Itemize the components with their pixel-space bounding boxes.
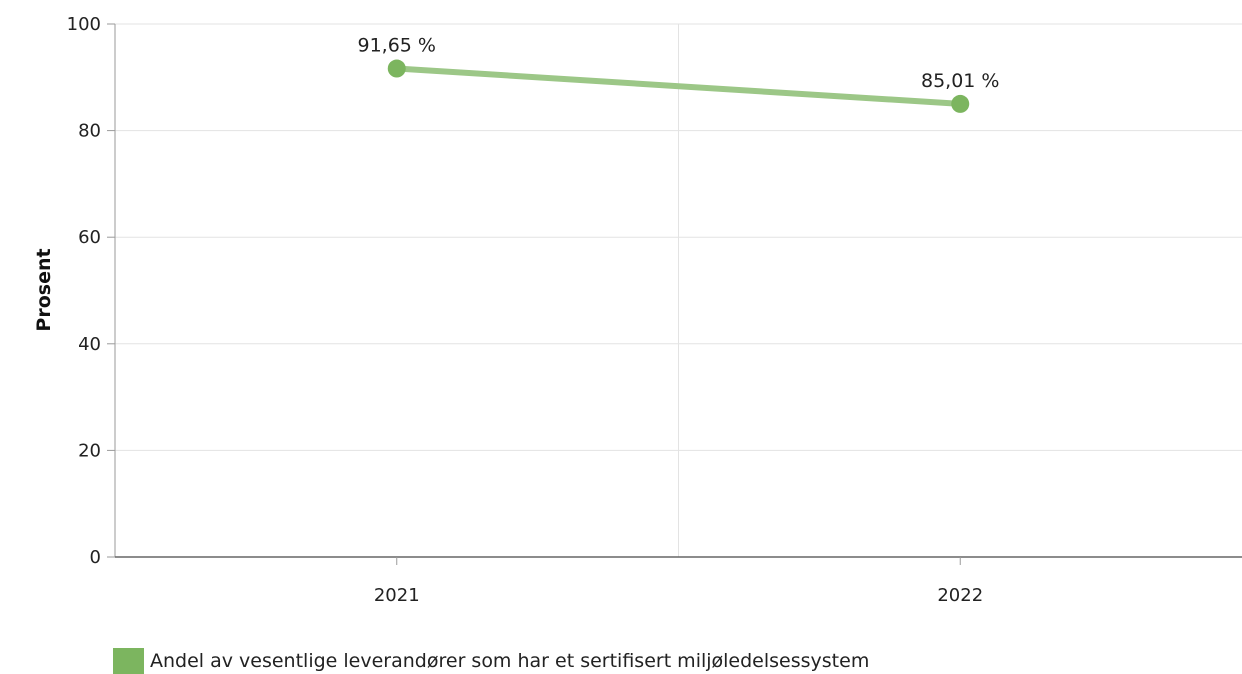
series-layer: 91,65 % 85,01 % — [358, 35, 1000, 113]
legend[interactable]: Andel av vesentlige leverandører som har… — [113, 648, 869, 674]
x-tick-label: 2021 — [374, 585, 420, 606]
y-axis-label: Prosent — [33, 248, 55, 331]
y-axis-ticks: 0 20 40 60 80 100 — [67, 14, 115, 568]
data-point — [951, 94, 970, 113]
x-axis-ticks: 2021 2022 — [374, 557, 983, 606]
y-tick-label: 40 — [78, 334, 101, 355]
y-tick-label: 60 — [78, 227, 101, 248]
grid-lines — [115, 23, 1242, 557]
line-chart: 0 20 40 60 80 100 2021 2022 Prosent 91,65 % 85,… — [33, 14, 1242, 606]
y-tick-label: 100 — [67, 14, 101, 35]
legend-label: Andel av vesentlige leverandører som har… — [150, 650, 870, 672]
series-line — [393, 65, 964, 107]
y-tick-label: 0 — [90, 547, 101, 568]
y-tick-label: 80 — [78, 121, 101, 142]
data-label: 85,01 % — [921, 70, 1000, 92]
x-tick-label: 2022 — [937, 585, 983, 606]
y-tick-label: 20 — [78, 440, 101, 461]
legend-swatch — [113, 648, 144, 674]
data-point — [387, 59, 406, 78]
axes — [114, 24, 1242, 558]
data-label: 91,65 % — [358, 35, 437, 57]
